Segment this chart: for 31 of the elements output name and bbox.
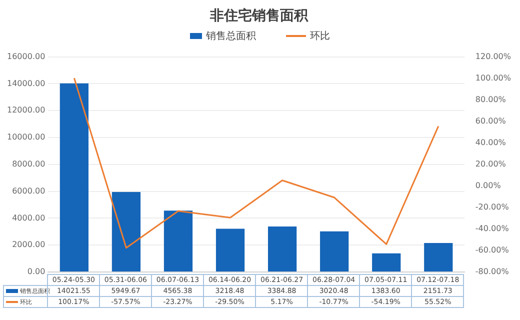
y2-tick-label: 20.00%	[475, 159, 506, 168]
text: 销售总面积	[206, 30, 256, 42]
y-tick-label: 16000.00	[7, 52, 46, 61]
bar	[372, 253, 401, 272]
y-tick-label: 10000.00	[7, 132, 46, 142]
y-tick-label: 0.00	[27, 267, 46, 276]
y2-tick-label: -40.00%	[475, 224, 510, 234]
y-tick-label: 12000.00	[7, 106, 46, 115]
y2-tick-label: 60.00%	[475, 116, 506, 126]
legend-label: 环比	[310, 30, 330, 43]
y-tick-label: 2000.00	[12, 240, 46, 250]
y2-tick-label: 0.00%	[475, 181, 502, 190]
bar	[60, 83, 88, 272]
y2-tick-label: 120.00%	[475, 52, 512, 61]
y2-tick-label: 80.00%	[475, 94, 506, 104]
y-tick-label: 8000.00	[12, 159, 46, 168]
bar	[216, 228, 245, 272]
bar	[268, 226, 297, 272]
y2-tick-label: -80.00%	[475, 267, 510, 276]
bar	[320, 231, 349, 272]
y-tick-label: 4000.00	[12, 213, 46, 222]
y-tick-label: 14000.00	[7, 78, 46, 88]
bar	[112, 192, 141, 272]
chart-title: 非住宅销售面积	[209, 7, 309, 24]
y2-tick-label: 100.00%	[475, 73, 512, 82]
y-tick-label: 6000.00	[12, 186, 46, 196]
bar	[424, 243, 453, 272]
y2-tick-label: -20.00%	[475, 202, 510, 212]
y2-tick-label: 40.00%	[475, 138, 506, 147]
y2-tick-label: -60.00%	[475, 246, 510, 255]
bar	[164, 210, 193, 272]
